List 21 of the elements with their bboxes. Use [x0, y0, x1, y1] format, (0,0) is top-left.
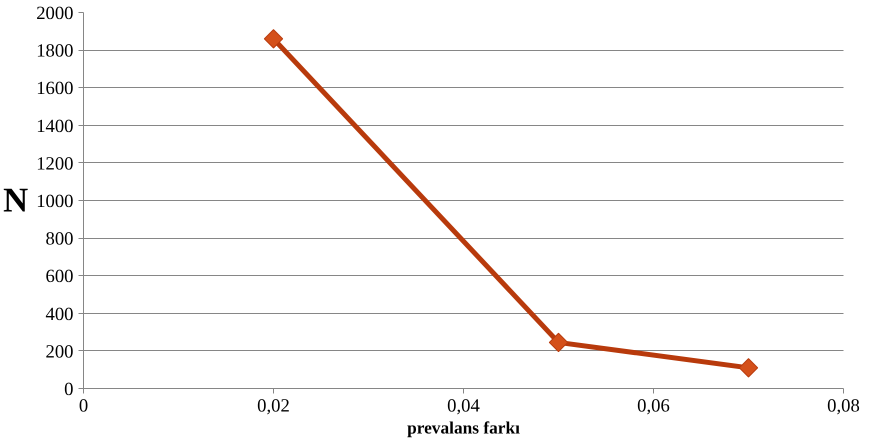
y-tick-label: 400	[46, 304, 74, 325]
y-tick-label: 1000	[36, 191, 74, 212]
y-tick-label: 600	[46, 266, 74, 288]
y-tick-label: 1400	[36, 116, 74, 137]
point	[548, 332, 568, 352]
y-tick-label: 0	[64, 379, 74, 400]
y-tick-label: 1800	[36, 40, 74, 62]
x-tick-label: 0,04	[447, 396, 480, 416]
y-tick-label: 1600	[36, 78, 74, 100]
x-tick-label: 0,08	[827, 396, 860, 416]
point	[738, 358, 758, 378]
x-tick-label: 0	[78, 396, 88, 416]
y-axis-title: N	[3, 182, 28, 220]
y-tick-label: 800	[46, 228, 74, 250]
x-tick-label: 0,02	[257, 396, 290, 416]
point	[264, 29, 284, 49]
y-tick-label: 1200	[36, 153, 74, 174]
y-tick-label: 200	[46, 341, 74, 362]
y-tick-label: 2000	[36, 3, 74, 24]
x-tick-label: 0,06	[637, 396, 670, 416]
x-axis-title: prevalans farkı	[407, 418, 520, 438]
